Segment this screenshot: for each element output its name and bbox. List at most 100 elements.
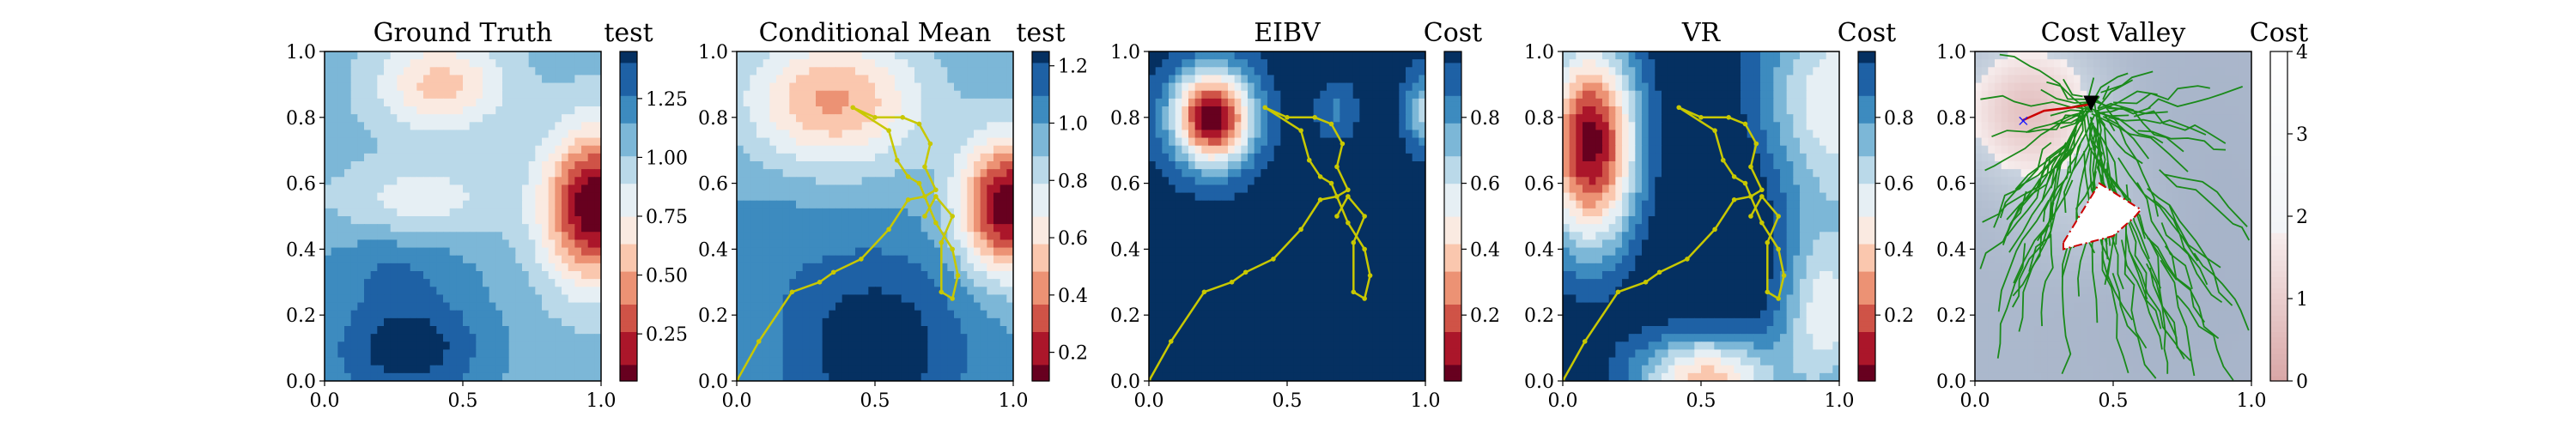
heatmap-cell	[456, 208, 464, 217]
heatmap-cell	[1406, 161, 1413, 170]
heatmap-cell	[841, 326, 849, 335]
heatmap-cell	[737, 130, 744, 139]
heatmap-cell	[934, 357, 942, 366]
heatmap-cell	[1248, 59, 1255, 68]
heatmap-cell	[416, 239, 424, 249]
heatmap-cell	[390, 287, 398, 296]
heatmap-cell	[1346, 122, 1354, 131]
heatmap-cell	[542, 224, 550, 233]
heatmap-cell	[522, 67, 530, 76]
heatmap-cell	[848, 122, 856, 131]
heatmap-cell	[443, 184, 451, 194]
heatmap-cell	[350, 59, 358, 68]
heatmap-cell	[776, 334, 784, 342]
heatmap-cell	[1169, 263, 1176, 272]
heatmap-cell	[829, 341, 836, 351]
heatmap-cell	[1273, 255, 1281, 264]
heatmap-cell	[743, 90, 750, 100]
trajectory-point	[950, 296, 955, 301]
heatmap-cell	[802, 326, 810, 335]
heatmap-cell	[756, 372, 764, 381]
heatmap-cell	[999, 263, 1007, 272]
heatmap-cell	[947, 200, 955, 209]
heatmap-cell	[914, 137, 922, 147]
heatmap-cell	[855, 224, 863, 233]
heatmap-cell	[337, 106, 345, 115]
heatmap-cell	[574, 341, 582, 351]
heatmap-cell	[1228, 208, 1236, 217]
heatmap-cell	[841, 247, 849, 257]
heatmap-cell	[1346, 106, 1354, 115]
colorbar-swatch	[1032, 178, 1049, 184]
heatmap-cell	[796, 82, 804, 92]
heatmap-cell	[535, 317, 543, 327]
heatmap-cell	[809, 169, 817, 178]
heatmap-cell	[456, 161, 464, 170]
heatmap-cell	[436, 317, 444, 327]
heatmap-cell	[463, 310, 471, 319]
colorbar-frame	[1031, 51, 1050, 382]
heatmap-cell	[809, 334, 817, 342]
heatmap-cell	[829, 51, 836, 60]
heatmap-cell	[357, 349, 365, 359]
heatmap-cell	[947, 357, 955, 366]
heatmap-cell	[397, 192, 404, 202]
heatmap-cell	[1399, 59, 1406, 68]
heatmap-cell	[881, 51, 889, 60]
heatmap-cell	[1280, 208, 1288, 217]
heatmap-cell	[1149, 145, 1157, 154]
heatmap-cell	[1372, 161, 1380, 170]
heatmap-cell	[436, 287, 444, 296]
heatmap-cell	[443, 287, 451, 296]
heatmap-cell	[449, 216, 457, 225]
heatmap-cell	[809, 75, 817, 84]
heatmap-cell	[1006, 247, 1013, 257]
heatmap-cell	[1359, 169, 1367, 178]
heatmap-cell	[855, 75, 863, 84]
heatmap-cell	[495, 153, 503, 162]
heatmap-cell	[489, 153, 496, 162]
heatmap-cell	[980, 192, 987, 202]
heatmap-cell	[920, 224, 928, 233]
heatmap-cell	[1254, 114, 1261, 123]
heatmap-cell	[881, 294, 889, 304]
heatmap-cell	[1234, 161, 1242, 170]
heatmap-cell	[1182, 208, 1189, 217]
heatmap-cell	[574, 279, 582, 287]
heatmap-cell	[1386, 145, 1394, 154]
heatmap-cell	[954, 59, 962, 68]
heatmap-cell	[822, 137, 829, 147]
heatmap-cell	[555, 59, 562, 68]
heatmap-cell	[947, 349, 955, 359]
heatmap-cell	[350, 106, 358, 115]
heatmap-cell	[802, 302, 810, 311]
heatmap-cell	[776, 208, 784, 217]
heatmap-cell	[796, 334, 804, 342]
heatmap-cell	[750, 51, 757, 60]
heatmap-cell	[822, 310, 829, 319]
heatmap-cell	[875, 67, 883, 76]
heatmap-cell	[469, 137, 477, 147]
heatmap-cell	[809, 372, 817, 381]
heatmap-cell	[1241, 137, 1249, 147]
heatmap-cell	[449, 90, 457, 100]
heatmap-cell	[1254, 98, 1261, 107]
heatmap-cell	[796, 106, 804, 115]
heatmap-cell	[829, 357, 836, 366]
heatmap-cell	[914, 372, 922, 381]
heatmap-cell	[756, 90, 764, 100]
heatmap-cell	[1340, 114, 1347, 123]
heatmap-cell	[469, 271, 477, 280]
heatmap-cell	[489, 341, 496, 351]
heatmap-cell	[1228, 153, 1236, 162]
heatmap-cell	[960, 114, 968, 123]
heatmap-cell	[331, 137, 338, 147]
heatmap-cell	[789, 232, 797, 241]
heatmap-cell	[416, 372, 424, 381]
heatmap-cell	[528, 255, 536, 264]
heatmap-cell	[429, 137, 437, 147]
heatmap-cell	[443, 200, 451, 209]
heatmap-cell	[548, 334, 556, 342]
heatmap-cell	[762, 271, 770, 280]
heatmap-cell	[947, 122, 955, 131]
